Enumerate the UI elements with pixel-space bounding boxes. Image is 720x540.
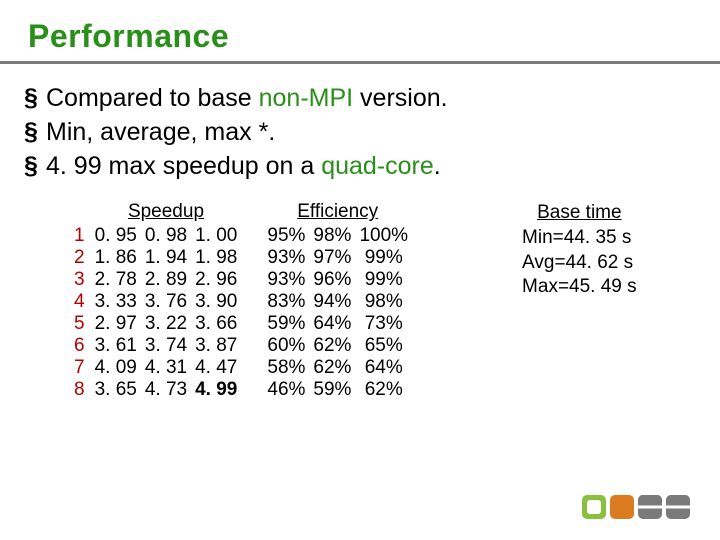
table-cell: 97% bbox=[309, 247, 355, 269]
table-cell bbox=[241, 291, 263, 313]
table-cell: 2. 89 bbox=[141, 269, 191, 291]
table-cell: 93% bbox=[263, 247, 309, 269]
table-cell: 94% bbox=[309, 291, 355, 313]
table-cell bbox=[241, 357, 263, 379]
table-cell bbox=[241, 379, 263, 401]
table-cell: 4. 09 bbox=[91, 357, 141, 379]
table-row: 32. 782. 892. 96 93%96%99% bbox=[70, 269, 412, 291]
slide-title: Performance bbox=[28, 18, 720, 55]
table-cell: 98% bbox=[309, 225, 355, 247]
table-cell: 99% bbox=[355, 247, 412, 269]
table-cell: 99% bbox=[355, 269, 412, 291]
table-cell: 3. 87 bbox=[191, 335, 241, 357]
table-cell: 62% bbox=[309, 357, 355, 379]
bullet-item: § 4. 99 max speedup on a quad-core. bbox=[24, 150, 720, 184]
table-row: 52. 973. 223. 66 59%64%73% bbox=[70, 313, 412, 335]
slide: Performance § Compared to base non-MPI v… bbox=[0, 0, 720, 540]
table-cell: 2. 96 bbox=[191, 269, 241, 291]
base-time-max: Max=45. 49 s bbox=[522, 275, 637, 300]
table-cell: 5 bbox=[70, 313, 91, 335]
table-cell: 1. 94 bbox=[141, 247, 191, 269]
data-area: Speedup Efficiency 10. 950. 981. 0095%98… bbox=[0, 183, 720, 401]
table-cell: 62% bbox=[309, 335, 355, 357]
bullet-mark: § bbox=[24, 116, 46, 150]
table-cell: 4. 99 bbox=[191, 379, 241, 401]
table-cell: 3. 76 bbox=[141, 291, 191, 313]
table-cell: 3 bbox=[70, 269, 91, 291]
table-cell: 3. 90 bbox=[191, 291, 241, 313]
table-cell: 1. 86 bbox=[91, 247, 141, 269]
table-cell: 62% bbox=[355, 379, 412, 401]
table-cell: 83% bbox=[263, 291, 309, 313]
bullet-text: Compared to base non-MPI version. bbox=[46, 82, 448, 116]
table-cell: 3. 61 bbox=[91, 335, 141, 357]
table-cell: 0. 98 bbox=[141, 225, 191, 247]
bullet-text: Min, average, max *. bbox=[46, 116, 275, 150]
table-cell: 1. 98 bbox=[191, 247, 241, 269]
table-cell: 1. 00 bbox=[191, 225, 241, 247]
table-row: 43. 333. 763. 90 83%94%98% bbox=[70, 291, 412, 313]
table-cell: 4. 47 bbox=[191, 357, 241, 379]
table-cell: 8 bbox=[70, 379, 91, 401]
table-cell: 2 bbox=[70, 247, 91, 269]
table-cell: 6 bbox=[70, 335, 91, 357]
table-cell: 98% bbox=[355, 291, 412, 313]
table-cell: 1 bbox=[70, 225, 91, 247]
table-cell: 93% bbox=[263, 269, 309, 291]
table-cell: 46% bbox=[263, 379, 309, 401]
bullet-item: § Compared to base non-MPI version. bbox=[24, 82, 720, 116]
table-cell: 3. 66 bbox=[191, 313, 241, 335]
empty-header bbox=[70, 201, 91, 225]
table-row: 10. 950. 981. 00 95%98%100% bbox=[70, 225, 412, 247]
title-block: Performance bbox=[0, 0, 720, 55]
table-cell: 59% bbox=[309, 379, 355, 401]
table-cell: 3. 74 bbox=[141, 335, 191, 357]
table-cell bbox=[241, 247, 263, 269]
table-cell bbox=[241, 313, 263, 335]
table-cell: 4. 31 bbox=[141, 357, 191, 379]
table-row: 74. 094. 314. 47 58%62%64% bbox=[70, 357, 412, 379]
table-body: 10. 950. 981. 0095%98%100%21. 861. 941. … bbox=[70, 225, 412, 401]
table-cell: 64% bbox=[355, 357, 412, 379]
table-row: 21. 861. 941. 98 93%97%99% bbox=[70, 247, 412, 269]
table-cell: 7 bbox=[70, 357, 91, 379]
bullet-text: 4. 99 max speedup on a quad-core. bbox=[46, 150, 441, 184]
base-time-block: Base time Min=44. 35 s Avg=44. 62 s Max=… bbox=[522, 201, 637, 300]
base-time-min: Min=44. 35 s bbox=[522, 226, 637, 251]
table-cell: 3. 33 bbox=[91, 291, 141, 313]
table-cell: 59% bbox=[263, 313, 309, 335]
base-time-header: Base time bbox=[522, 201, 637, 226]
table-cell: 95% bbox=[263, 225, 309, 247]
gap-header bbox=[241, 201, 263, 225]
table-cell: 2. 97 bbox=[91, 313, 141, 335]
bullet-item: § Min, average, max *. bbox=[24, 116, 720, 150]
table-cell: 65% bbox=[355, 335, 412, 357]
table-cell: 3. 22 bbox=[141, 313, 191, 335]
table-cell: 4. 73 bbox=[141, 379, 191, 401]
efficiency-header: Efficiency bbox=[263, 201, 412, 225]
table-cell: 3. 65 bbox=[91, 379, 141, 401]
table-cell: 73% bbox=[355, 313, 412, 335]
table-cell: 58% bbox=[263, 357, 309, 379]
performance-table: Speedup Efficiency 10. 950. 981. 0095%98… bbox=[70, 201, 412, 401]
table-cell: 0. 95 bbox=[91, 225, 141, 247]
bullet-mark: § bbox=[24, 82, 46, 116]
logo-icon bbox=[582, 491, 702, 530]
table-cell bbox=[241, 225, 263, 247]
table-cell: 64% bbox=[309, 313, 355, 335]
base-time-avg: Avg=44. 62 s bbox=[522, 251, 637, 276]
table-cell bbox=[241, 335, 263, 357]
table-cell: 2. 78 bbox=[91, 269, 141, 291]
speedup-header: Speedup bbox=[91, 201, 242, 225]
table-cell bbox=[241, 269, 263, 291]
table-cell: 4 bbox=[70, 291, 91, 313]
bullet-mark: § bbox=[24, 150, 46, 184]
table-row: 63. 613. 743. 87 60%62%65% bbox=[70, 335, 412, 357]
table-cell: 100% bbox=[355, 225, 412, 247]
bullet-list: § Compared to base non-MPI version. § Mi… bbox=[0, 64, 720, 183]
table-row: 83. 654. 734. 99 46%59%62% bbox=[70, 379, 412, 401]
table-cell: 60% bbox=[263, 335, 309, 357]
table-cell: 96% bbox=[309, 269, 355, 291]
